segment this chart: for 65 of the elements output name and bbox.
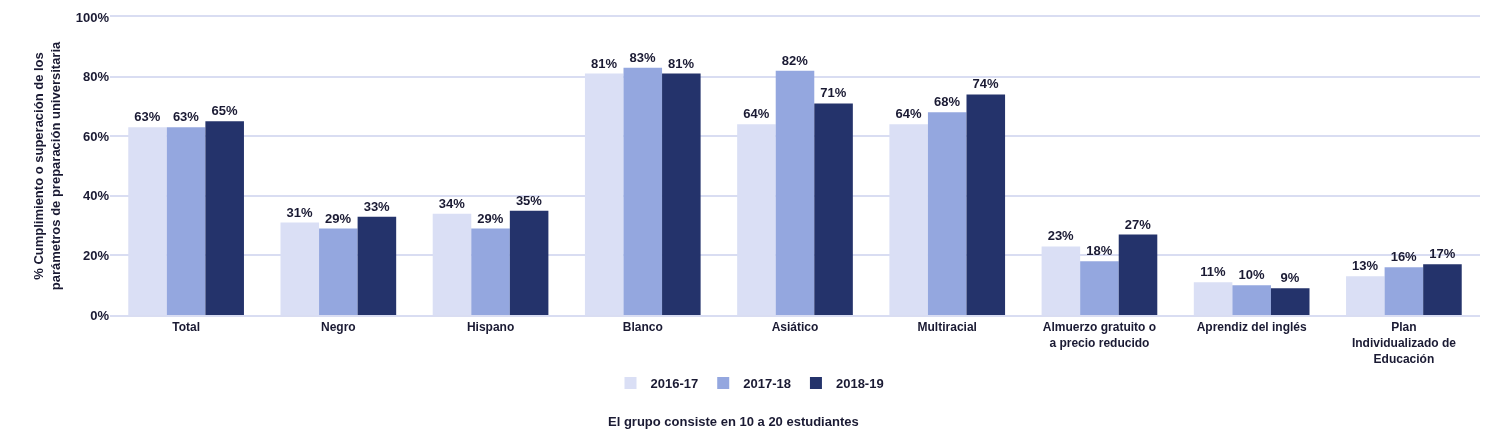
y-tick-label: 100% — [75, 9, 110, 25]
bar — [357, 216, 397, 315]
data-label: 13% — [1352, 258, 1379, 274]
data-label: 63% — [134, 109, 161, 125]
bar — [1080, 261, 1119, 315]
x-tick-label: Almuerzo gratuito o a precio reducido — [1042, 320, 1157, 350]
data-label: 29% — [325, 210, 352, 226]
x-tick-label: Negro — [320, 320, 356, 335]
data-label: 68% — [933, 94, 961, 110]
bar — [1232, 285, 1271, 315]
data-label: 16% — [1390, 249, 1418, 265]
x-tick-label: Blanco — [622, 320, 663, 335]
data-label: 82% — [781, 52, 809, 68]
text: El grupo consiste en 10 a 20 estudiantes — [608, 414, 859, 429]
bar — [662, 73, 701, 315]
data-label: 81% — [590, 55, 618, 71]
bar — [205, 121, 244, 315]
x-tick-label: Aprendiz del inglés — [1196, 320, 1307, 335]
data-label: 83% — [629, 49, 657, 65]
bar — [1423, 264, 1462, 315]
bar — [1118, 234, 1158, 315]
y-tick-label: 80% — [82, 69, 110, 85]
legend-label: 2016-17 — [650, 376, 699, 392]
data-label: 11% — [1200, 264, 1226, 280]
data-label: 81% — [668, 55, 695, 71]
data-label: 65% — [211, 103, 238, 119]
bar — [623, 67, 663, 315]
x-tick-label: Multiracial — [917, 320, 977, 335]
y-tick-label: 40% — [82, 188, 110, 204]
data-label: 74% — [972, 76, 1000, 92]
bar — [927, 112, 967, 315]
data-label: 71% — [820, 85, 847, 101]
bar — [966, 94, 1006, 315]
data-label: 33% — [363, 198, 391, 214]
x-tick-label: Hispano — [466, 320, 515, 335]
data-label: 23% — [1047, 228, 1075, 244]
data-label: 35% — [515, 192, 543, 208]
bar — [166, 127, 206, 315]
data-label: 64% — [743, 106, 770, 122]
x-tick-label: Total — [172, 320, 200, 335]
data-label: 18% — [1086, 243, 1113, 259]
data-label: 31% — [286, 204, 313, 220]
data-label: 34% — [438, 195, 466, 211]
data-label: 10% — [1238, 267, 1265, 283]
y-axis-title: % Cumplimiento o superación de los parámetros de preparación universitaria — [30, 40, 63, 291]
bar — [509, 210, 549, 315]
legend-label: 2018-19 — [835, 376, 884, 392]
bar — [1384, 267, 1424, 315]
data-label: 9% — [1280, 270, 1300, 286]
y-tick-label: 60% — [82, 128, 110, 144]
x-tick-label: Asiático — [771, 320, 819, 335]
y-tick-label: 0% — [90, 307, 110, 323]
data-label: 64% — [895, 106, 922, 122]
x-tick-label: Plan Individualizado de Educación — [1351, 320, 1457, 366]
bar — [319, 228, 358, 315]
data-label: 27% — [1124, 216, 1152, 232]
data-label: 17% — [1429, 246, 1456, 262]
data-label: 29% — [477, 210, 504, 226]
data-label: 63% — [172, 109, 200, 125]
legend-label: 2017-18 — [743, 376, 791, 392]
bar — [814, 103, 853, 315]
bar — [1270, 288, 1310, 315]
bar — [775, 70, 815, 315]
bar — [471, 228, 510, 315]
y-tick-label: 20% — [82, 247, 110, 263]
